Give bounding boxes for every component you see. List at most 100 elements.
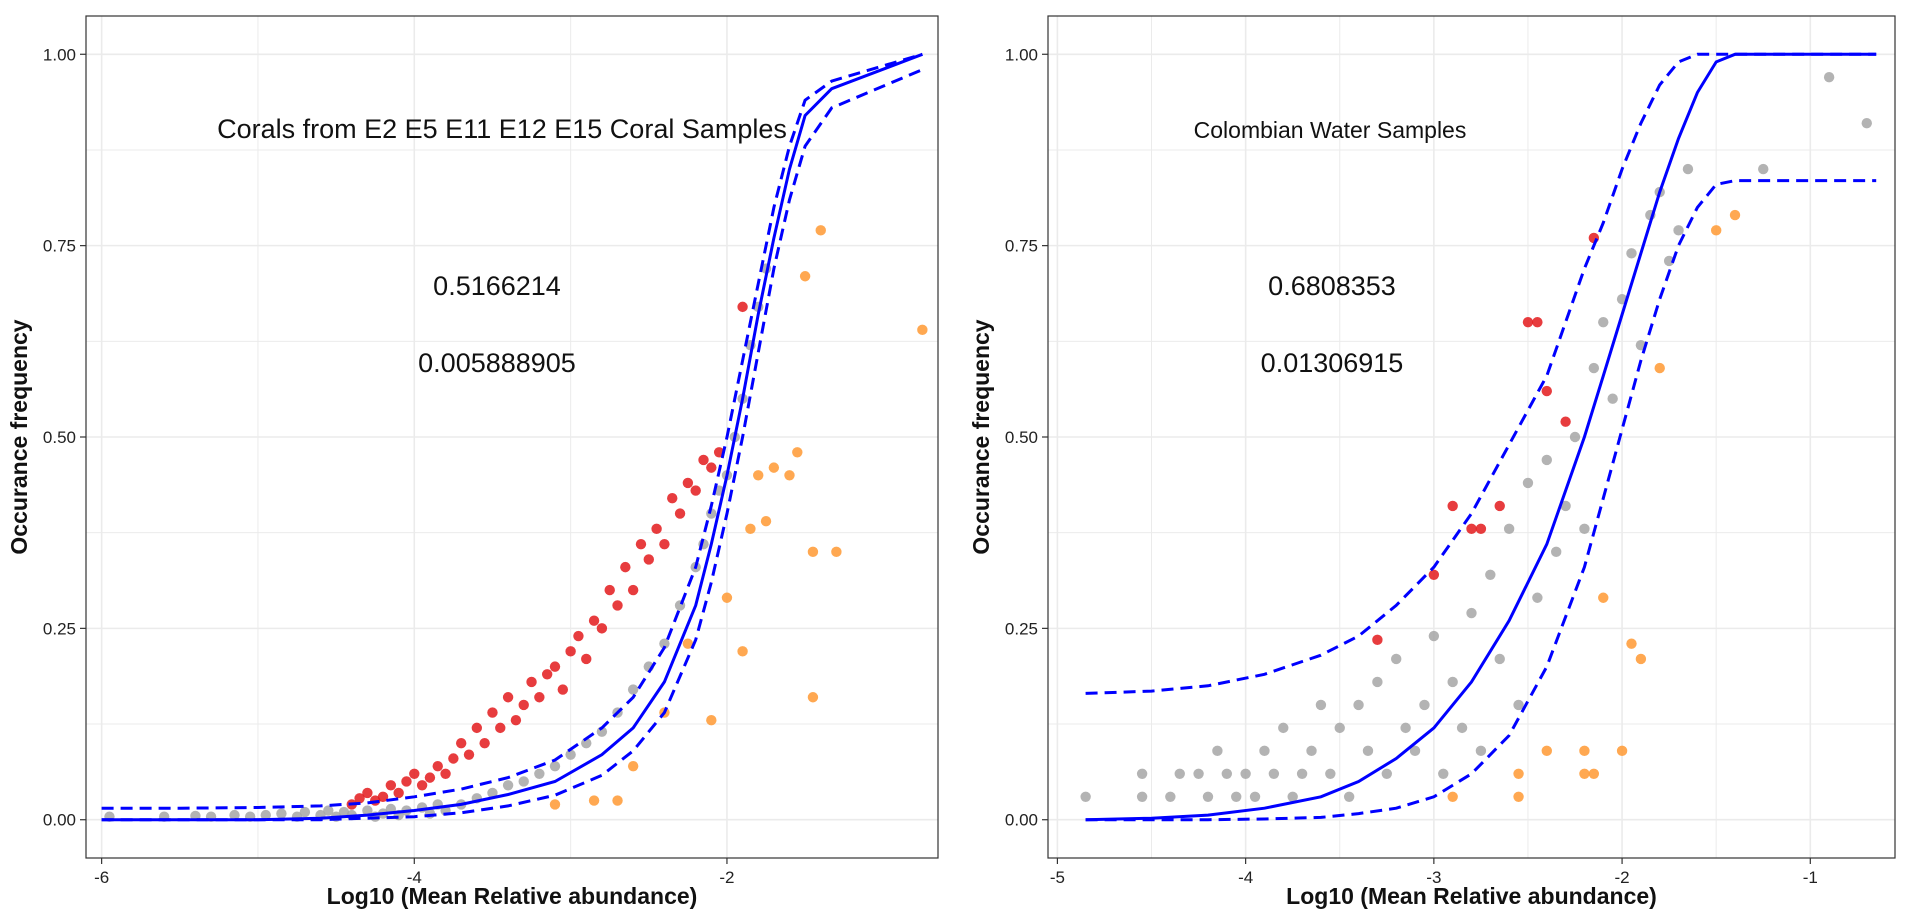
- above-point: [495, 722, 506, 734]
- y-tick-label: 1.00: [43, 45, 76, 64]
- below-point: [807, 692, 819, 703]
- above-point: [604, 584, 615, 596]
- above-point: [1532, 316, 1543, 328]
- below-point: [1588, 768, 1600, 779]
- above-point: [393, 787, 404, 799]
- right-plot-grid: [1048, 16, 1895, 858]
- above-point: [385, 780, 397, 791]
- neutral-point: [1607, 393, 1618, 404]
- neutral-point: [1503, 523, 1515, 535]
- neutral-point: [1136, 791, 1148, 802]
- y-tick-label: 0.00: [43, 811, 76, 830]
- neutral-point: [1551, 546, 1562, 558]
- x-tick-label: -6: [94, 868, 109, 887]
- above-point: [479, 737, 490, 749]
- above-point: [534, 692, 545, 703]
- neutral-point: [1485, 569, 1496, 580]
- below-point: [1710, 225, 1722, 236]
- below-point: [1447, 791, 1458, 802]
- neutral-point: [260, 809, 271, 821]
- neutral-point: [1522, 477, 1534, 489]
- above-point: [651, 523, 662, 535]
- above-point: [581, 653, 592, 665]
- below-point: [1541, 745, 1552, 757]
- above-point: [635, 538, 647, 550]
- above-point: [502, 692, 514, 703]
- neutral-point: [1673, 225, 1684, 236]
- above-point: [737, 301, 748, 313]
- below-point: [1598, 592, 1609, 603]
- neutral-point: [1136, 768, 1148, 779]
- lower-confidence-line: [101, 68, 923, 822]
- above-point: [620, 561, 631, 573]
- above-point: [706, 462, 717, 473]
- y-tick-label: 1.00: [1005, 45, 1038, 64]
- below-point: [1616, 745, 1628, 757]
- neutral-point: [338, 806, 350, 818]
- above-point: [612, 600, 623, 611]
- neutral-point: [1579, 523, 1590, 535]
- above-point: [1588, 232, 1600, 244]
- neutral-point: [1202, 791, 1214, 802]
- below-point: [1513, 791, 1524, 802]
- above-point: [487, 707, 498, 718]
- above-point: [541, 669, 553, 680]
- y-tick-label: 0.25: [1005, 619, 1038, 638]
- above-point: [549, 661, 561, 672]
- left-plot-y-axis-label: Occurance frequency: [6, 319, 32, 554]
- above-point: [416, 780, 428, 791]
- right-plot-tick-labels: -5 -4 -3 -2 -1 0.00 0.25 0.50 0.75 1.00: [1005, 45, 1818, 887]
- neutral-point: [1861, 117, 1872, 129]
- neutral-point: [1626, 248, 1637, 259]
- right-plot-points: [1080, 72, 1872, 802]
- neutral-point: [1315, 699, 1327, 711]
- neutral-point: [1758, 163, 1769, 175]
- neutral-point: [1362, 745, 1374, 757]
- neutral-point: [1447, 676, 1458, 688]
- x-tick-label: -5: [1050, 868, 1065, 887]
- x-tick-label: -3: [1426, 868, 1441, 887]
- neutral-point: [1541, 454, 1552, 466]
- neutral-point: [1268, 768, 1280, 779]
- neutral-point: [1569, 431, 1581, 443]
- neutral-point: [276, 808, 287, 819]
- right-plot-annotation-2: 0.01306915: [1261, 348, 1404, 378]
- neutral-point: [518, 776, 529, 787]
- neutral-point: [1249, 791, 1261, 802]
- right-plot-x-axis-label: Log10 (Mean Relative abundance): [1286, 883, 1657, 909]
- below-point: [588, 795, 600, 806]
- above-point: [667, 493, 678, 504]
- neutral-point: [1400, 722, 1411, 734]
- neutral-point: [659, 638, 670, 649]
- neutral-point: [1240, 768, 1251, 779]
- above-point: [690, 485, 701, 496]
- left-plot-x-axis-label: Log10 (Mean Relative abundance): [327, 883, 698, 909]
- upper-confidence-line: [101, 52, 923, 810]
- neutral-point: [1409, 745, 1421, 757]
- neutral-point: [1080, 791, 1091, 802]
- above-point: [1560, 416, 1571, 427]
- left-plot-annotation-1: 0.5166214: [433, 271, 561, 301]
- below-point: [760, 516, 772, 527]
- neutral-point: [1438, 768, 1449, 779]
- neutral-point: [627, 684, 639, 695]
- left-plot-grid: [86, 16, 938, 858]
- neutral-point: [1532, 592, 1543, 603]
- below-point: [799, 271, 811, 282]
- neutral-point: [362, 805, 373, 816]
- neutral-point: [1372, 676, 1383, 688]
- y-tick-label: 0.25: [43, 619, 76, 638]
- left-plot-title: Corals from E2 E5 E11 E12 E15 Coral Samp…: [217, 114, 787, 144]
- neutral-point: [1325, 768, 1336, 779]
- above-point: [557, 684, 569, 695]
- neutral-point: [581, 737, 592, 749]
- neutral-point: [1353, 699, 1364, 711]
- neutral-point: [1174, 768, 1185, 779]
- neutral-point: [1165, 791, 1176, 802]
- neutral-point: [1513, 699, 1524, 711]
- y-tick-label: 0.75: [43, 237, 76, 256]
- x-tick-label: -4: [1238, 868, 1253, 887]
- above-point: [698, 454, 709, 466]
- y-tick-label: 0.50: [43, 428, 76, 447]
- above-point: [518, 699, 529, 711]
